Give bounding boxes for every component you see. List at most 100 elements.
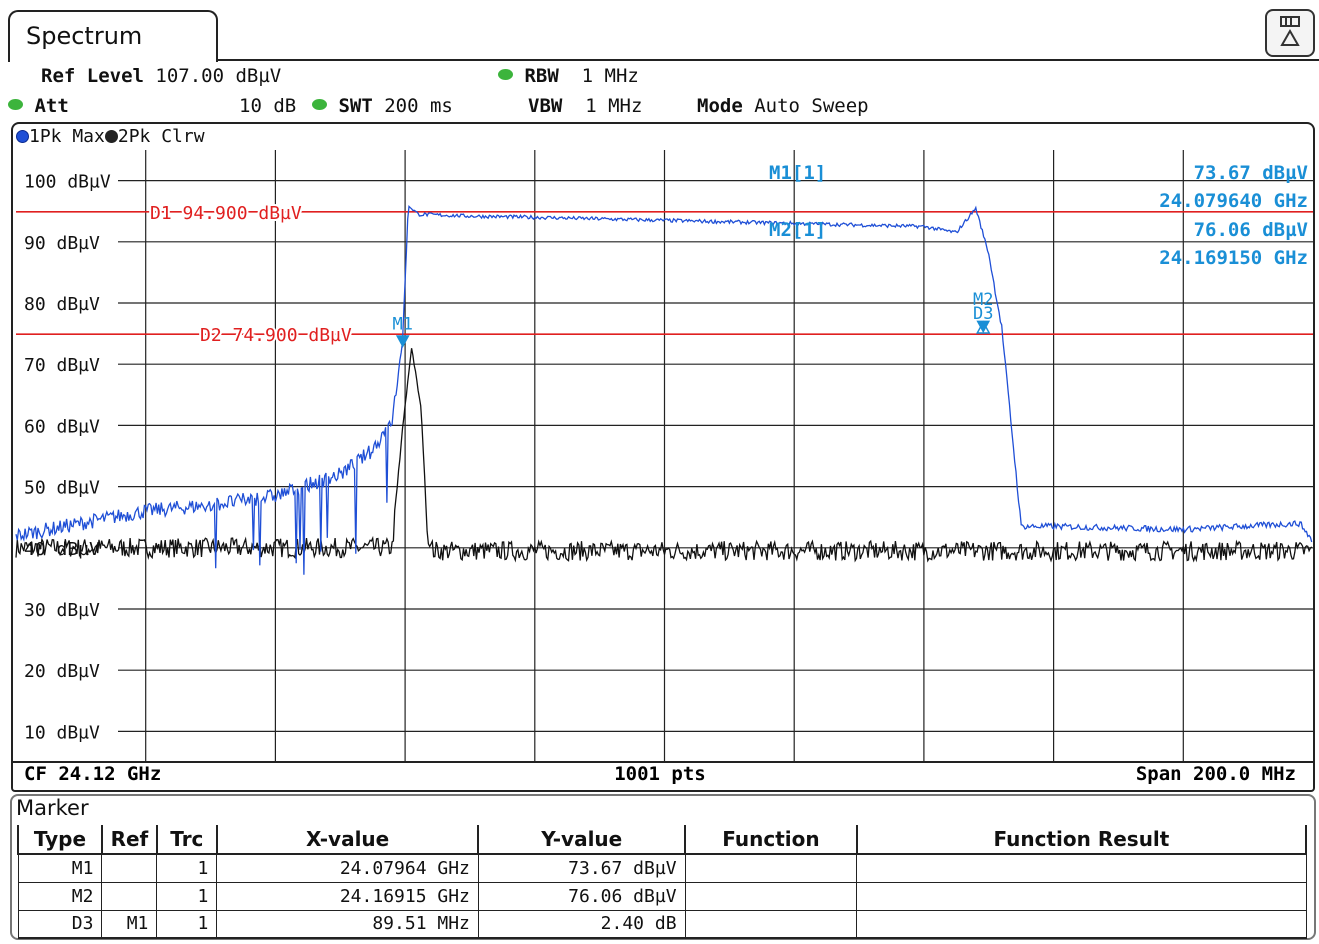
system-menu-button[interactable]	[1265, 9, 1315, 57]
delta-marker-icon	[975, 320, 991, 334]
swt-value: 200 ms	[384, 95, 453, 117]
trace2-label[interactable]: 2Pk Clrw	[117, 126, 205, 147]
trace1-dot-icon	[16, 130, 29, 143]
delta-marker-label: D3	[973, 304, 993, 324]
cell-function	[684, 853, 858, 883]
col-x-value: X-value	[215, 825, 480, 855]
trace2-dot-icon	[104, 130, 118, 143]
grid	[118, 150, 1313, 762]
att-label: Att	[34, 95, 69, 117]
col-trc: Trc	[155, 825, 218, 855]
col-y-value: Y-value	[477, 825, 687, 855]
display-line-label: D2 74.900 dBµV	[200, 325, 352, 346]
sweep-points[interactable]: 1001 pts	[614, 763, 706, 785]
cell-function	[684, 909, 858, 939]
cell-x-value: 24.16915 GHz	[216, 881, 479, 911]
cell-ref	[101, 881, 158, 911]
display-lines: D1 94.900 dBµV D2 74.900 dBµV	[16, 201, 1313, 348]
trace-legend: 1Pk Max 2Pk Clrw	[16, 126, 205, 147]
ref-level-label: Ref Level	[41, 65, 144, 87]
m2-readout-freq: 24.169150 GHz	[1159, 247, 1308, 269]
col-function-result: Function Result	[855, 825, 1308, 855]
tab-divider	[216, 59, 1319, 61]
ref-level-setting[interactable]: Ref Level 107.00 dBµV	[41, 65, 281, 87]
col-function: Function	[684, 825, 858, 855]
cell-y-value: 76.06 dBµV	[477, 881, 686, 911]
cell-function-result	[856, 881, 1307, 911]
y-tick-label: 50 dBµV	[24, 478, 100, 499]
marker-readout: M1[1] 73.67 dBµV 24.079640 GHz M2[1] 76.…	[769, 162, 1308, 269]
traces	[15, 204, 1313, 575]
m2-readout-label: M2[1]	[769, 219, 826, 241]
spectrum-tab[interactable]: Spectrum	[8, 10, 218, 62]
y-tick-label: 80 dBµV	[24, 294, 100, 315]
cell-y-value: 2.40 dB	[477, 909, 686, 939]
cell-function-result	[856, 853, 1307, 883]
table-row[interactable]: M1 1 24.07964 GHz 73.67 dBµV	[17, 853, 1307, 883]
cell-x-value: 89.51 MHz	[216, 909, 479, 939]
table-row[interactable]: D3 M1 1 89.51 MHz 2.40 dB	[17, 909, 1307, 939]
table-row[interactable]: M2 1 24.16915 GHz 76.06 dBµV	[17, 881, 1307, 911]
cell-function	[684, 881, 858, 911]
col-type: Type	[17, 825, 103, 855]
vbw-label: VBW	[528, 95, 563, 117]
y-axis-ticks: 100 dBµV 90 dBµV 80 dBµV 70 dBµV 60 dBµV 50 d…	[22, 170, 113, 746]
center-frequency[interactable]: CF 24.12 GHz	[24, 763, 161, 785]
display-line-label: D1 94.900 dBµV	[150, 203, 302, 224]
vbw-value: 1 MHz	[585, 95, 643, 117]
status-dot-icon	[8, 99, 23, 110]
mode-value: Auto Sweep	[754, 95, 869, 117]
cell-ref	[101, 853, 158, 883]
mode-label: Mode	[697, 95, 743, 117]
y-tick-label: 90 dBµV	[24, 233, 100, 254]
rbw-label: RBW	[524, 65, 559, 87]
spectrum-display[interactable]	[11, 122, 1315, 792]
cell-type: M2	[17, 881, 103, 911]
swt-setting[interactable]: SWT 200 ms	[312, 95, 453, 117]
trace1-label[interactable]: 1Pk Max	[29, 126, 105, 147]
m1-readout-level: 73.67 dBµV	[1194, 162, 1308, 184]
delta-menu-icon	[1280, 16, 1300, 46]
m1-readout-label: M1[1]	[769, 162, 826, 184]
status-dot-icon	[312, 99, 327, 110]
att-setting[interactable]: Att	[8, 95, 69, 117]
rbw-setting[interactable]: RBW 1 MHz	[498, 65, 639, 87]
cell-y-value: 73.67 dBµV	[477, 853, 686, 883]
y-tick-label: 70 dBµV	[24, 355, 100, 376]
marker-label: M1	[393, 315, 413, 335]
ref-level-value: 107.00 dBµV	[155, 65, 282, 87]
cell-type: D3	[17, 909, 103, 939]
y-tick-label: 30 dBµV	[24, 600, 100, 621]
cell-trc: 1	[156, 853, 218, 883]
rbw-value: 1 MHz	[581, 65, 639, 87]
swt-label: SWT	[338, 95, 373, 117]
frequency-span[interactable]: Span 200.0 MHz	[1136, 763, 1296, 785]
marker-icon	[395, 335, 410, 348]
marker-panel-title: Marker	[16, 796, 89, 820]
y-tick-label: 20 dBµV	[24, 661, 100, 682]
cell-trc: 1	[156, 881, 218, 911]
cell-function-result	[856, 909, 1307, 939]
cell-trc: 1	[156, 909, 218, 939]
marker-table-header: Type Ref Trc X-value Y-value Function Fu…	[17, 825, 1308, 855]
trace-2pk-clrw	[15, 348, 1313, 563]
col-ref: Ref	[100, 825, 158, 855]
y-tick-label: 100 dBµV	[24, 172, 111, 193]
cell-type: M1	[17, 853, 103, 883]
vbw-setting[interactable]: VBW 1 MHz	[528, 95, 642, 117]
m1-readout-freq: 24.079640 GHz	[1159, 190, 1308, 212]
cell-ref: M1	[101, 909, 158, 939]
trace-1pk-max	[15, 204, 1313, 575]
m2-readout-level: 76.06 dBµV	[1194, 219, 1308, 241]
att-value: 10 dB	[239, 95, 297, 117]
marker-label: M2	[973, 290, 993, 310]
y-tick-label: 10 dBµV	[24, 722, 100, 743]
cell-x-value: 24.07964 GHz	[216, 853, 479, 883]
status-dot-icon	[498, 69, 513, 80]
mode-setting[interactable]: Mode Auto Sweep	[697, 95, 869, 117]
y-tick-label: 60 dBµV	[24, 416, 100, 437]
marker-table: Type Ref Trc X-value Y-value Function Fu…	[17, 825, 1308, 939]
tab-title: Spectrum	[26, 22, 143, 50]
